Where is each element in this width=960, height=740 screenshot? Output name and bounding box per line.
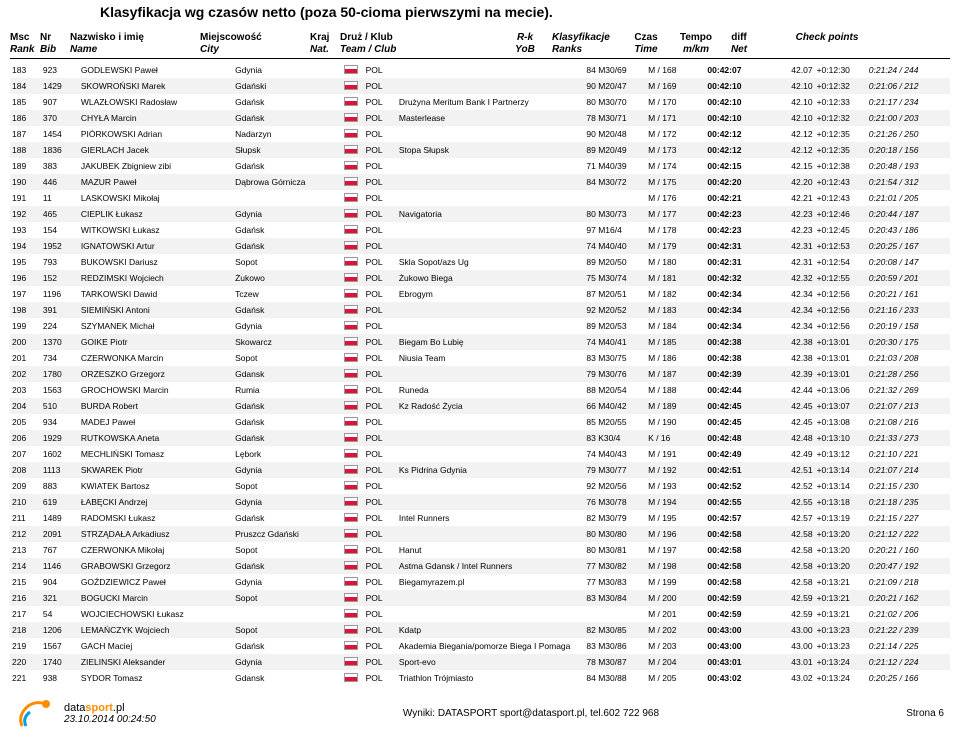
table-row: 1971196TARKOWSKI DawidTczewPOLEbrogym87 … <box>10 286 950 302</box>
table-row: 204510BURDA RobertGdańskPOLKz Radość Życ… <box>10 398 950 414</box>
flag-icon <box>344 321 358 330</box>
flag-icon <box>344 481 358 490</box>
table-row: 1881836GIERLACH JacekSłupskPOLStopa Słup… <box>10 142 950 158</box>
flag-icon <box>344 657 358 666</box>
table-row: 205934MADEJ PawełGdańskPOL85 M20/55M / 1… <box>10 414 950 430</box>
table-row: 186370CHYŁA MarcinGdańskPOLMasterlease78… <box>10 110 950 126</box>
flag-icon <box>344 193 358 202</box>
table-row: 190446MAZUR PawełDąbrowa GórniczaPOL84 M… <box>10 174 950 190</box>
flag-icon <box>344 257 358 266</box>
table-row: 215904GOŹDZIEWICZ PawełGdyniaPOLBiegamyr… <box>10 574 950 590</box>
table-row: 2181206LEMAŃCZYK WojciechSopotPOLKdatp82… <box>10 622 950 638</box>
flag-icon <box>344 209 358 218</box>
table-row: 189383JAKUBEK Zbigniew zibiGdańskPOL71 M… <box>10 158 950 174</box>
table-row: 201734CZERWONKA MarcinSopotPOLNiusia Tea… <box>10 350 950 366</box>
flag-icon <box>344 161 358 170</box>
table-row: 213767CZERWONKA MikołajSopotPOLHanut80 M… <box>10 542 950 558</box>
table-row: 2081113SKWAREK PiotrGdyniaPOLKs Pidrina … <box>10 462 950 478</box>
table-row: 1941952IGNATOWSKI ArturGdańskPOL74 M40/4… <box>10 238 950 254</box>
flag-icon <box>344 417 358 426</box>
datasport-logo-icon <box>16 696 56 730</box>
flag-icon <box>344 401 358 410</box>
flag-icon <box>344 177 358 186</box>
flag-icon <box>344 529 358 538</box>
table-row: 196152REDZIMSKI WojciechŻukowoPOLŻukowo … <box>10 270 950 286</box>
flag-icon <box>344 337 358 346</box>
flag-icon <box>344 353 358 362</box>
table-row: 2001370GOIKE PiotrSkowarczPOLBiegam Bo L… <box>10 334 950 350</box>
flag-icon <box>344 225 358 234</box>
table-row: 2191567GACH MaciejGdańskPOLAkademia Bieg… <box>10 638 950 654</box>
table-row: 2031563GROCHOWSKI MarcinRumiaPOLRuneda88… <box>10 382 950 398</box>
table-row: 2111489RADOMSKI ŁukaszGdańskPOLIntel Run… <box>10 510 950 526</box>
page-number: Strona 6 <box>906 708 944 719</box>
table-row: 1871454PIÓRKOWSKI AdrianNadarzynPOL90 M2… <box>10 126 950 142</box>
footer-credits: Wyniki: DATASPORT sport@datasport.pl, te… <box>156 708 906 719</box>
table-row: 195793BUKOWSKI DariuszSopotPOLSkla Sopot… <box>10 254 950 270</box>
table-row: 210619ŁABĘCKI AndrzejGdyniaPOL76 M30/78M… <box>10 494 950 510</box>
flag-icon <box>344 497 358 506</box>
flag-icon <box>344 513 358 522</box>
table-row: 193154WITKOWSKI ŁukaszGdańskPOL97 M16/4M… <box>10 222 950 238</box>
flag-icon <box>344 465 358 474</box>
table-row: 2071602MECHLIŃSKI TomaszLęborkPOL74 M40/… <box>10 446 950 462</box>
flag-icon <box>344 289 358 298</box>
table-row: 199224SZYMANEK MichałGdyniaPOL89 M20/53M… <box>10 318 950 334</box>
table-row: 2122091STRZĄDAŁA ArkadiuszPruszcz Gdańsk… <box>10 526 950 542</box>
table-row: 185907WLAZŁOWSKI RadosławGdańskPOLDrużyn… <box>10 94 950 110</box>
flag-icon <box>344 65 358 74</box>
flag-icon <box>344 241 358 250</box>
flag-icon <box>344 449 358 458</box>
flag-icon <box>344 113 358 122</box>
results-table: 183923GODLEWSKI PawełGdyniaPOL84 M30/69M… <box>10 62 950 686</box>
footer-date: 23.10.2014 00:24:50 <box>64 714 156 725</box>
flag-icon <box>344 673 358 682</box>
table-header: MscRank NrBib Nazwisko i imięName Miejsc… <box>10 32 950 59</box>
page-title: Klasyfikacja wg czasów netto (poza 50-ci… <box>100 4 950 20</box>
flag-icon <box>344 545 358 554</box>
table-row: 2141146GRABOWSKI GrzegorzGdańskPOLAstma … <box>10 558 950 574</box>
flag-icon <box>344 273 358 282</box>
table-row: 2201740ZIELINSKI AleksanderGdyniaPOLSpor… <box>10 654 950 670</box>
table-row: 21754WOJCIECHOWSKI ŁukaszPOLM / 20100:42… <box>10 606 950 622</box>
flag-icon <box>344 609 358 618</box>
table-row: 221938SYDOR TomaszGdanskPOLTriathlon Tró… <box>10 670 950 686</box>
table-row: 2061929RUTKOWSKA AnetaGdańskPOL83 K30/4K… <box>10 430 950 446</box>
flag-icon <box>344 641 358 650</box>
flag-icon <box>344 97 358 106</box>
flag-icon <box>344 369 358 378</box>
page-footer: datasport.pl 23.10.2014 00:24:50 Wyniki:… <box>10 696 950 730</box>
table-row: 209883KWIATEK BartoszSopotPOL92 M20/56M … <box>10 478 950 494</box>
flag-icon <box>344 625 358 634</box>
flag-icon <box>344 385 358 394</box>
flag-icon <box>344 129 358 138</box>
table-row: 2021780ORZESZKO GrzegorzGdanskPOL79 M30/… <box>10 366 950 382</box>
table-row: 1841429SKOWROŃSKI MarekGdańskiPOL90 M20/… <box>10 78 950 94</box>
flag-icon <box>344 305 358 314</box>
table-row: 19111LASKOWSKI MikołajPOLM / 17600:42:21… <box>10 190 950 206</box>
flag-icon <box>344 593 358 602</box>
table-row: 198391SIEMIŃSKI AntoniGdańskPOL92 M20/52… <box>10 302 950 318</box>
table-row: 192465CIEPLIK ŁukaszGdyniaPOLNavigatoria… <box>10 206 950 222</box>
flag-icon <box>344 433 358 442</box>
flag-icon <box>344 145 358 154</box>
table-row: 183923GODLEWSKI PawełGdyniaPOL84 M30/69M… <box>10 62 950 78</box>
table-row: 216321BOGUCKI MarcinSopotPOL83 M30/84M /… <box>10 590 950 606</box>
flag-icon <box>344 577 358 586</box>
flag-icon <box>344 561 358 570</box>
flag-icon <box>344 81 358 90</box>
